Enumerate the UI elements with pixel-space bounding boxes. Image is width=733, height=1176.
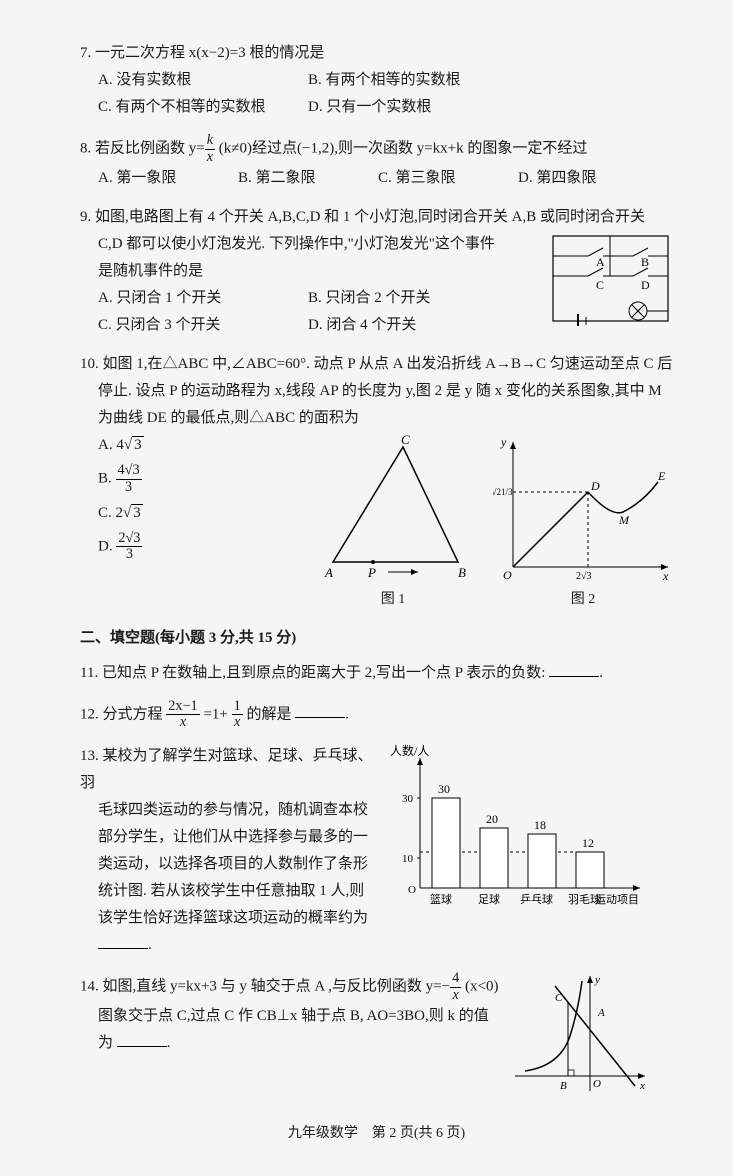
q13-blank [98, 933, 148, 949]
question-12: 12. 分式方程 2x−1x =1+ 1x 的解是 . [80, 699, 673, 731]
q7-opt-c: C. 有两个不相等的实数根 [98, 94, 278, 121]
q9-stem1: 如图,电路图上有 4 个开关 A,B,C,D 和 1 个小灯泡,同时闭合开关 A… [95, 209, 645, 225]
svg-text:C: C [596, 278, 604, 292]
svg-text:D: D [641, 278, 650, 292]
question-13: 13. 某校为了解学生对篮球、足球、乒乓球、羽 毛球四类运动的参与情况，随机调查… [80, 743, 673, 959]
svg-text:B: B [560, 1080, 567, 1092]
svg-text:O: O [408, 884, 416, 896]
q11-num: 11. [80, 665, 98, 681]
question-7: 7. 一元二次方程 x(x−2)=3 根的情况是 A. 没有实数根 B. 有两个… [80, 40, 673, 121]
q8-opt-b: B. 第二象限 [238, 165, 358, 192]
q13-bar-chart: 人数/人 O 运动项目 10 30 30 篮球 20 足球 18 乒乓球 12 羽毛球 [390, 743, 650, 913]
q7-num: 7. [80, 45, 91, 61]
q8-stem-b: (k≠0)经过点(−1,2),则一次函数 y=kx+k 的图象一定不经过 [215, 141, 587, 157]
q14-blank [117, 1031, 167, 1047]
svg-text:乒乓球: 乒乓球 [520, 892, 553, 906]
svg-text:人数/人: 人数/人 [390, 743, 429, 758]
q10-stem2: 停止. 设点 P 的运动路程为 x,线段 AP 的长度为 y,图 2 是 y 随… [98, 378, 673, 405]
svg-text:篮球: 篮球 [430, 892, 452, 906]
svg-text:12: 12 [582, 836, 594, 850]
svg-text:A: A [596, 255, 605, 269]
q9-opt-b: B. 只闭合 2 个开关 [308, 285, 488, 312]
q8-opt-c: C. 第三象限 [378, 165, 498, 192]
q10-opt-d: D. 2√33 [98, 531, 263, 563]
q7-stem: 一元二次方程 x(x−2)=3 根的情况是 [95, 45, 324, 61]
q10-opt-b: B. 4√33 [98, 463, 263, 495]
q12-blank [295, 702, 345, 718]
question-10: 10. 如图 1,在△ABC 中,∠ABC=60°. 动点 P 从点 A 出发沿… [80, 351, 673, 612]
q9-num: 9. [80, 209, 91, 225]
svg-text:C: C [555, 992, 563, 1004]
svg-text:y: y [594, 974, 600, 986]
q8-num: 8. [80, 141, 91, 157]
q11-stem: 已知点 P 在数轴上,且到原点的距离大于 2,写出一个点 P 表示的负数: [102, 665, 546, 681]
page-footer: 九年级数学 第 2 页(共 6 页) [80, 1121, 673, 1146]
q12-num: 12. [80, 706, 99, 722]
svg-text:P: P [367, 565, 376, 580]
svg-text:运动项目: 运动项目 [595, 893, 639, 906]
q10-num: 10. [80, 356, 99, 372]
q13-num: 13. [80, 748, 99, 764]
svg-text:2√21/3: 2√21/3 [493, 487, 513, 497]
svg-text:A: A [324, 565, 333, 580]
q8-opt-a: A. 第一象限 [98, 165, 218, 192]
svg-text:O: O [503, 568, 512, 582]
svg-text:A: A [597, 1007, 605, 1019]
q7-opt-a: A. 没有实数根 [98, 67, 278, 94]
q11-blank [549, 661, 599, 677]
svg-text:20: 20 [486, 812, 498, 826]
svg-text:B: B [458, 565, 466, 580]
svg-text:10: 10 [402, 853, 414, 865]
section-2-title: 二、填空题(每小题 3 分,共 15 分) [80, 625, 673, 652]
svg-text:x: x [639, 1080, 645, 1092]
q9-opt-a: A. 只闭合 1 个开关 [98, 285, 278, 312]
q7-opt-b: B. 有两个相等的实数根 [308, 67, 488, 94]
question-8: 8. 若反比例函数 y=kx (k≠0)经过点(−1,2),则一次函数 y=kx… [80, 133, 673, 192]
q10-opt-a: A. 43 [98, 432, 263, 459]
svg-text:C: C [401, 432, 410, 447]
q9-circuit-diagram: A B C D [548, 231, 673, 326]
q8-frac: kx [205, 133, 215, 165]
svg-text:羽毛球: 羽毛球 [568, 892, 601, 906]
q14-num: 14. [80, 978, 99, 994]
svg-text:M: M [618, 513, 630, 527]
svg-text:y: y [500, 435, 507, 449]
q7-opt-d: D. 只有一个实数根 [308, 94, 488, 121]
exam-page: 7. 一元二次方程 x(x−2)=3 根的情况是 A. 没有实数根 B. 有两个… [0, 0, 733, 1176]
svg-text:30: 30 [402, 793, 414, 805]
q14-figure: O x y C A B [510, 971, 650, 1101]
svg-text:O: O [593, 1078, 601, 1090]
svg-text:D: D [590, 479, 600, 493]
svg-text:18: 18 [534, 818, 546, 832]
q10-figure-1: A B C P 图 1 [303, 432, 483, 612]
q10-stem3: 为曲线 DE 的最低点,则△ABC 的面积为 [98, 405, 673, 432]
q10-opt-c: C. 23 [98, 500, 263, 527]
svg-text:E: E [657, 469, 666, 483]
q9-opt-d: D. 闭合 4 个开关 [308, 312, 488, 339]
svg-text:30: 30 [438, 782, 450, 796]
svg-text:x: x [662, 569, 669, 583]
q9-stem3: 是随机事件的是 [98, 258, 538, 285]
q10-stem1: 如图 1,在△ABC 中,∠ABC=60°. 动点 P 从点 A 出发沿折线 A… [103, 356, 673, 372]
question-11: 11. 已知点 P 在数轴上,且到原点的距离大于 2,写出一个点 P 表示的负数… [80, 660, 673, 687]
q9-stem2: C,D 都可以使小灯泡发光. 下列操作中,"小灯泡发光"这个事件 [98, 231, 538, 258]
svg-text:B: B [641, 255, 649, 269]
question-14: 14. 如图,直线 y=kx+3 与 y 轴交于点 A ,与反比例函数 y=−4… [80, 971, 673, 1101]
q9-opt-c: C. 只闭合 3 个开关 [98, 312, 278, 339]
q8-stem-a: 若反比例函数 y= [95, 141, 205, 157]
svg-text:2√3: 2√3 [576, 571, 592, 582]
q8-opt-d: D. 第四象限 [518, 165, 638, 192]
question-9: 9. 如图,电路图上有 4 个开关 A,B,C,D 和 1 个小灯泡,同时闭合开… [80, 204, 673, 339]
svg-text:足球: 足球 [478, 892, 500, 906]
q10-figure-2: O x y D M E 2√21/3 2√3 图 2 [493, 432, 673, 612]
